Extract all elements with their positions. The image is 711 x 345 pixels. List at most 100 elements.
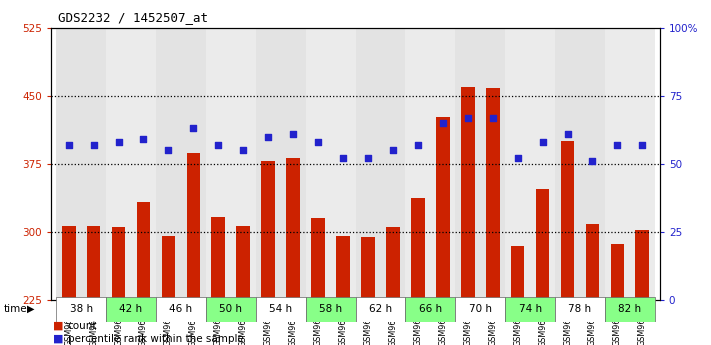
Bar [430, 28, 455, 300]
Text: 82 h: 82 h [619, 304, 641, 314]
Bar [206, 297, 256, 322]
Bar [505, 297, 555, 322]
Point [312, 139, 324, 145]
Point [138, 137, 149, 142]
Text: 66 h: 66 h [419, 304, 442, 314]
Bar [56, 28, 81, 300]
Point [213, 142, 224, 148]
Point [63, 142, 75, 148]
Bar [156, 297, 206, 322]
Bar [81, 28, 106, 300]
Bar [231, 28, 256, 300]
Bar [106, 297, 156, 322]
Bar [112, 227, 125, 300]
Text: 74 h: 74 h [518, 304, 542, 314]
Point [113, 139, 124, 145]
Bar [331, 28, 356, 300]
Bar [156, 28, 181, 300]
Text: percentile rank within the sample: percentile rank within the sample [68, 334, 243, 344]
Point [512, 156, 523, 161]
Point [636, 142, 648, 148]
Bar [306, 28, 331, 300]
Bar [281, 28, 306, 300]
Text: 54 h: 54 h [269, 304, 292, 314]
Bar [386, 227, 400, 300]
Text: 78 h: 78 h [568, 304, 592, 314]
Bar [455, 297, 505, 322]
Text: 62 h: 62 h [369, 304, 392, 314]
Bar [530, 28, 555, 300]
Bar [405, 297, 455, 322]
Bar [605, 28, 630, 300]
Point [387, 148, 399, 153]
Bar [555, 28, 580, 300]
Bar [356, 28, 380, 300]
Bar [486, 88, 500, 300]
Text: 42 h: 42 h [119, 304, 143, 314]
Bar [586, 224, 599, 300]
Text: ■: ■ [53, 321, 64, 331]
Bar [605, 297, 655, 322]
Text: 46 h: 46 h [169, 304, 193, 314]
Bar [236, 226, 250, 300]
Bar [161, 236, 176, 300]
Text: 58 h: 58 h [319, 304, 342, 314]
Bar [256, 297, 306, 322]
Bar [137, 202, 150, 300]
Point [287, 131, 299, 137]
Point [188, 126, 199, 131]
Bar [461, 87, 475, 300]
Text: GDS2232 / 1452507_at: GDS2232 / 1452507_at [58, 11, 208, 24]
Text: 50 h: 50 h [219, 304, 242, 314]
Bar [505, 28, 530, 300]
Point [462, 115, 474, 120]
Bar [361, 237, 375, 300]
Bar [56, 297, 106, 322]
Point [163, 148, 174, 153]
Point [562, 131, 573, 137]
Bar [405, 28, 430, 300]
Point [88, 142, 100, 148]
Bar [580, 28, 605, 300]
Bar [287, 158, 300, 300]
Point [412, 142, 424, 148]
Bar [336, 236, 350, 300]
Point [537, 139, 548, 145]
Point [237, 148, 249, 153]
Bar [211, 217, 225, 300]
Text: 38 h: 38 h [70, 304, 92, 314]
Point [611, 142, 623, 148]
Bar [181, 28, 206, 300]
Bar [455, 28, 480, 300]
Point [437, 120, 449, 126]
Bar [436, 117, 449, 300]
Bar [561, 141, 574, 300]
Bar [535, 189, 550, 300]
Bar [186, 153, 201, 300]
Bar [356, 297, 405, 322]
Point [262, 134, 274, 139]
Bar [262, 161, 275, 300]
Point [363, 156, 374, 161]
Text: time: time [4, 304, 27, 314]
Bar [636, 230, 649, 300]
Text: ■: ■ [53, 334, 64, 344]
Bar [256, 28, 281, 300]
Bar [106, 28, 131, 300]
Bar [480, 28, 505, 300]
Text: 70 h: 70 h [469, 304, 492, 314]
Bar [380, 28, 405, 300]
Bar [411, 198, 424, 300]
Bar [206, 28, 231, 300]
Text: count: count [68, 321, 97, 331]
Bar [611, 244, 624, 300]
Point [587, 158, 598, 164]
Point [487, 115, 498, 120]
Bar [510, 246, 525, 300]
Bar [131, 28, 156, 300]
Bar [62, 226, 75, 300]
Text: ▶: ▶ [27, 304, 35, 314]
Bar [311, 218, 325, 300]
Bar [630, 28, 655, 300]
Point [337, 156, 348, 161]
